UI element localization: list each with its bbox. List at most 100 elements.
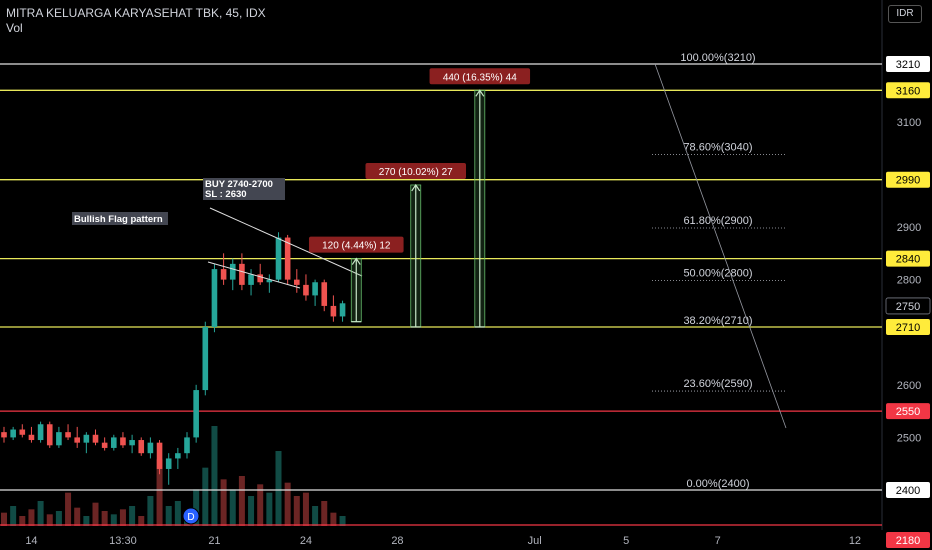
volume-bar	[257, 484, 264, 526]
candle-body	[156, 442, 163, 469]
y-tick-label: 2900	[897, 222, 921, 234]
x-tick-label: 14	[25, 535, 37, 547]
last-price-label: 2750	[896, 301, 920, 313]
volume-bar	[220, 479, 227, 526]
y-tick-label: 2800	[897, 275, 921, 287]
trade-label-box	[203, 178, 285, 200]
pattern-label-box	[72, 212, 168, 225]
volume-bar	[19, 516, 26, 526]
fib-level-label: 0.00%(2400)	[687, 478, 750, 490]
candle-body	[65, 432, 71, 438]
price-level-badge	[886, 171, 930, 188]
currency-label: IDR	[888, 5, 922, 23]
volume-bar	[37, 501, 44, 526]
candle-body	[266, 279, 273, 283]
target-label-box	[308, 236, 404, 253]
volume-bar	[312, 506, 319, 526]
candle-body	[83, 434, 90, 443]
volume-bar	[28, 509, 35, 526]
x-tick-label: 21	[208, 535, 220, 547]
candle-body	[101, 442, 108, 448]
fib-level-label: 38.20%(2710)	[683, 315, 752, 327]
candle-body	[37, 424, 44, 441]
target-label: 270 (10.02%) 27	[379, 167, 453, 178]
volume-indicator-label[interactable]: Vol	[6, 21, 23, 35]
volume-bar	[238, 476, 245, 526]
candle-body	[19, 429, 26, 435]
candle-body	[312, 282, 318, 296]
target-label: 440 (16.35%) 44	[443, 72, 517, 83]
volume-bar	[248, 496, 255, 526]
volume-bar	[211, 426, 218, 526]
pattern-label: Bullish Flag pattern	[74, 214, 163, 225]
x-tick-label: 28	[391, 535, 403, 547]
candle-body	[339, 303, 346, 317]
chart-header: MITRA KELUARGA KARYASEHAT TBK, 45, IDX V…	[6, 6, 266, 36]
volume-bar	[302, 492, 309, 526]
volume-bar	[10, 506, 17, 526]
candle-body	[92, 434, 99, 443]
candle-body	[147, 442, 154, 454]
candle-body	[202, 326, 209, 391]
candle-body	[330, 305, 337, 317]
price-level-badge-label: 3160	[896, 85, 920, 97]
x-tick-label: 24	[300, 535, 312, 547]
candle-body	[257, 274, 263, 283]
price-level-badge-label: 3210	[896, 59, 920, 71]
y-tick-label: 3100	[897, 117, 921, 129]
candle-body	[1, 432, 7, 438]
price-level-badge	[886, 482, 930, 498]
target-label-box	[429, 68, 531, 85]
price-level-badge	[886, 82, 930, 99]
flag-upper-line	[209, 207, 363, 277]
y-tick-label: 2500	[897, 432, 921, 444]
volume-bar	[174, 501, 181, 526]
fib-level-label: 100.00%(3210)	[680, 52, 755, 64]
volume-bar	[165, 506, 172, 526]
candle-body	[120, 437, 126, 446]
volume-bar	[330, 512, 337, 526]
price-level-badge	[886, 403, 930, 420]
fib-level-label: 50.00%(2800)	[683, 268, 752, 280]
volume-bar	[156, 459, 163, 526]
volume-bar	[65, 492, 72, 526]
earnings-marker	[182, 507, 200, 525]
volume-bar	[321, 501, 328, 526]
candle-body	[284, 237, 291, 280]
fib-level-label: 61.80%(2900)	[683, 215, 752, 227]
candle-body	[211, 269, 218, 327]
trend-line	[654, 63, 787, 429]
target-arrow-head	[475, 89, 485, 97]
candle-body	[56, 432, 62, 446]
volume-bar	[339, 516, 346, 526]
price-level-badge-label: 2180	[896, 535, 920, 547]
candle-body	[193, 390, 199, 438]
volume-bar	[138, 516, 145, 526]
price-level-badge	[886, 532, 930, 548]
candle-body	[46, 424, 53, 446]
candle-body	[111, 437, 117, 448]
candle-body	[74, 437, 80, 443]
x-tick-label: 13:30	[109, 535, 137, 547]
candle-body	[138, 440, 145, 454]
price-level-badge-label: 2550	[896, 406, 920, 418]
target-label: 120 (4.44%) 12	[322, 241, 391, 252]
candle-body	[175, 453, 181, 459]
candle-body	[184, 437, 190, 454]
candle-body	[239, 263, 245, 285]
x-tick-label: 5	[623, 535, 629, 547]
volume-bar	[202, 467, 209, 526]
target-arrow-head	[411, 183, 421, 192]
price-level-badge-label: 2840	[896, 254, 920, 266]
trade-entry-label: BUY 2740-2700	[205, 179, 273, 190]
candle-body	[294, 279, 300, 285]
candle-body	[275, 237, 282, 280]
candle-body	[10, 429, 16, 438]
symbol-title: MITRA KELUARGA KARYASEHAT TBK, 45, IDX	[6, 6, 266, 20]
price-level-badge-label: 2400	[896, 485, 920, 497]
fib-level-label: 78.60%(3040)	[683, 141, 752, 153]
x-tick-label: Jul	[528, 535, 542, 547]
volume-bar	[92, 502, 99, 526]
volume-bar	[119, 509, 126, 526]
